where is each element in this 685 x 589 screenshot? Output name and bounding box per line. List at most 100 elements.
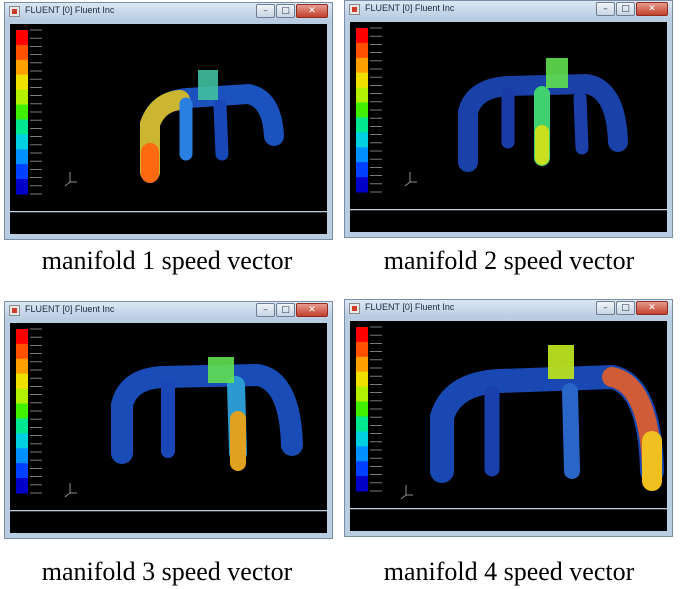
window-controls: – □ ✕ [596, 301, 668, 315]
colormap-segment [16, 134, 28, 150]
fluent-window-1[interactable]: FLUENT [0] Fluent Inc – □ ✕ [4, 2, 333, 240]
caption-manifold-4: manifold 4 speed vector [383, 557, 635, 586]
colormap-segment [16, 403, 28, 419]
window-controls: – □ ✕ [596, 2, 668, 16]
colormap-segment [356, 431, 368, 447]
caption-manifold-3: manifold 3 speed vector [41, 557, 293, 586]
colormap-segment [356, 461, 368, 477]
status-bar [350, 210, 667, 232]
fluent-window-3[interactable]: FLUENT [0] Fluent Inc – □ ✕ [4, 301, 333, 539]
colormap-segment [356, 132, 368, 148]
colormap-segment [16, 463, 28, 479]
manifold-geometry [430, 345, 664, 491]
maximize-button[interactable]: □ [616, 2, 635, 16]
colormap-legend [356, 326, 382, 492]
colormap-segment [16, 89, 28, 106]
fluent-app-icon [9, 305, 20, 316]
window-controls: – □ ✕ [256, 303, 328, 317]
colormap-legend [16, 29, 42, 195]
colormap-segment [356, 446, 368, 462]
status-bar [10, 212, 327, 234]
colormap-segment [16, 418, 28, 434]
maximize-button[interactable]: □ [276, 4, 295, 18]
colormap-segment [356, 72, 368, 89]
graphics-viewport[interactable] [350, 22, 667, 209]
colormap-segment [356, 117, 368, 133]
fluent-window-2[interactable]: FLUENT [0] Fluent Inc – □ ✕ [344, 0, 673, 238]
window-controls: – □ ✕ [256, 4, 328, 18]
minimize-button[interactable]: – [256, 303, 275, 317]
colormap-segment [356, 177, 368, 193]
window-title: FLUENT [0] Fluent Inc [365, 302, 455, 312]
colormap-segment [16, 164, 28, 180]
vector-plot [356, 326, 664, 500]
colormap-segment [16, 59, 28, 76]
maximize-button[interactable]: □ [276, 303, 295, 317]
close-button[interactable]: ✕ [636, 2, 668, 16]
maximize-button[interactable]: □ [616, 301, 635, 315]
fluent-app-icon [349, 4, 360, 15]
colormap-segment [356, 42, 368, 59]
colormap-segment [16, 179, 28, 195]
close-button[interactable]: ✕ [296, 4, 328, 18]
fluent-app-icon [9, 6, 20, 17]
graphics-viewport[interactable] [10, 323, 327, 510]
colormap-segment [16, 74, 28, 91]
window-title: FLUENT [0] Fluent Inc [365, 3, 455, 13]
caption-manifold-2: manifold 2 speed vector [383, 246, 635, 275]
colormap-segment [356, 28, 368, 44]
xyz-axes-icon [64, 483, 77, 498]
colormap-segment [16, 373, 28, 390]
colormap-segment [16, 104, 28, 120]
xyz-axes-icon [400, 485, 413, 500]
colormap-segment [356, 102, 368, 118]
minimize-button[interactable]: – [596, 2, 615, 16]
colormap-segment [356, 356, 368, 373]
close-button[interactable]: ✕ [296, 303, 328, 317]
colormap-segment [356, 327, 368, 343]
colormap-segment [16, 343, 28, 360]
colormap-segment [16, 478, 28, 494]
minimize-button[interactable]: – [596, 301, 615, 315]
colormap-legend [356, 27, 382, 193]
caption-manifold-1: manifold 1 speed vector [41, 246, 293, 275]
colormap-segment [356, 341, 368, 358]
title-bar[interactable]: FLUENT [0] Fluent Inc – □ ✕ [345, 300, 672, 318]
window-title: FLUENT [0] Fluent Inc [25, 5, 115, 15]
manifold-geometry [111, 357, 303, 471]
colormap-segment [356, 162, 368, 178]
vector-plot [16, 29, 284, 195]
colormap-segment [356, 371, 368, 388]
minimize-button[interactable]: – [256, 4, 275, 18]
colormap-segment [356, 57, 368, 74]
window-title: FLUENT [0] Fluent Inc [25, 304, 115, 314]
vector-plot [16, 328, 303, 498]
colormap-segment [16, 433, 28, 449]
fluent-window-4[interactable]: FLUENT [0] Fluent Inc – □ ✕ [344, 299, 673, 537]
colormap-segment [16, 149, 28, 165]
title-bar[interactable]: FLUENT [0] Fluent Inc – □ ✕ [5, 302, 332, 320]
status-bar [350, 509, 667, 531]
graphics-viewport[interactable] [10, 24, 327, 211]
graphics-viewport[interactable] [350, 321, 667, 508]
colormap-segment [16, 44, 28, 61]
xyz-axes-icon [404, 172, 417, 187]
title-bar[interactable]: FLUENT [0] Fluent Inc – □ ✕ [345, 1, 672, 19]
colormap-legend [16, 328, 42, 494]
colormap-segment [16, 329, 28, 345]
colormap-segment [356, 476, 368, 492]
xyz-axes-icon [64, 172, 77, 187]
colormap-segment [16, 358, 28, 375]
manifold-geometry [458, 58, 628, 172]
manifold-geometry [140, 70, 284, 183]
status-bar [10, 511, 327, 533]
colormap-segment [16, 30, 28, 46]
colormap-segment [356, 147, 368, 163]
colormap-segment [356, 416, 368, 432]
title-bar[interactable]: FLUENT [0] Fluent Inc – □ ✕ [5, 3, 332, 21]
fluent-app-icon [349, 303, 360, 314]
close-button[interactable]: ✕ [636, 301, 668, 315]
colormap-segment [16, 448, 28, 464]
colormap-segment [356, 386, 368, 403]
vector-plot [356, 27, 628, 193]
